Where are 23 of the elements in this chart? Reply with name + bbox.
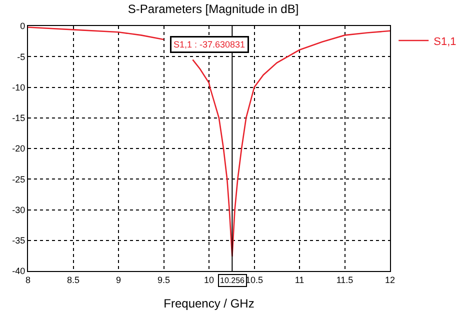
y-tick-label: -10 — [12, 82, 26, 92]
x-axis-title: Frequency / GHz — [164, 296, 254, 311]
x-tick-label: 8.5 — [66, 274, 80, 285]
y-tick-label: 0 — [20, 21, 26, 32]
x-tick-label: 9 — [116, 274, 122, 285]
chart-title: S-Parameters [Magnitude in dB] — [128, 2, 299, 16]
x-tick-label: 10 — [204, 274, 214, 285]
y-tick-label: -35 — [12, 236, 26, 246]
ref-line-label: 10.256 — [220, 276, 246, 285]
legend-label: S1,1 — [434, 36, 456, 48]
x-tick-label: 9.5 — [157, 274, 170, 285]
y-tick-label: -40 — [12, 266, 26, 276]
y-tick-label: -30 — [12, 204, 26, 215]
x-tick-label: 12 — [384, 274, 396, 285]
x-tick-label: 11 — [294, 274, 304, 285]
x-tick-label: 8 — [25, 274, 31, 285]
y-tick-label: -25 — [12, 174, 26, 184]
y-tick-label: -15 — [12, 113, 26, 124]
x-tick-label: 10.5 — [245, 274, 264, 285]
annotation: S1,1 : -37.630831 — [174, 40, 246, 50]
x-tick-label: 11.5 — [336, 274, 354, 285]
y-tick-label: -20 — [12, 144, 26, 154]
y-tick-label: -5 — [17, 52, 26, 62]
